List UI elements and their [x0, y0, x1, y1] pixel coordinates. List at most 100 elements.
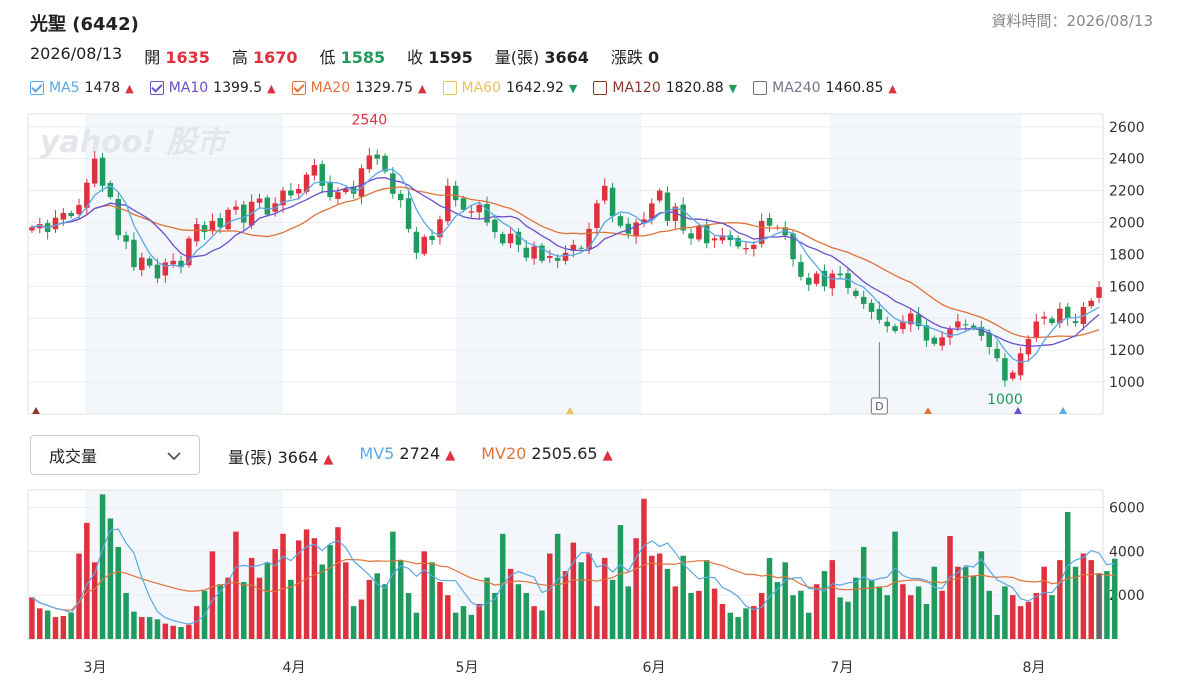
- volume-bar: [437, 582, 443, 639]
- candle-body: [609, 187, 616, 217]
- ma-legend-ma5[interactable]: MA5 1478 ▲: [30, 80, 134, 96]
- ma-value: 1820.88: [665, 80, 724, 96]
- checkbox-icon[interactable]: [442, 81, 457, 95]
- volume-bar: [633, 538, 639, 639]
- candle-body: [719, 235, 726, 241]
- checkbox-icon[interactable]: [30, 81, 44, 95]
- volume-bar: [303, 529, 310, 639]
- candle-body: [468, 211, 475, 213]
- candle-body: [703, 224, 710, 244]
- candle-body: [900, 321, 906, 330]
- arrow-up-icon: ▲: [602, 448, 613, 463]
- ma-legend-ma20[interactable]: MA20 1329.75 ▲: [291, 80, 427, 96]
- candle-body: [366, 155, 373, 170]
- ma5-line: [31, 168, 1100, 363]
- volume-bar: [1088, 560, 1094, 639]
- volume-legend-value: 2505.65: [531, 444, 603, 463]
- candle-body: [60, 212, 67, 220]
- volume-bar: [460, 606, 467, 639]
- candle-body: [908, 313, 914, 325]
- x-tick-label: 5月: [456, 660, 479, 676]
- volume-bar: [288, 579, 294, 639]
- volume-tick-label: 6000: [1109, 501, 1145, 517]
- arrow-down-icon: ▼: [728, 81, 738, 95]
- arrow-up-icon: ▲: [445, 448, 456, 463]
- checkbox-icon[interactable]: [291, 81, 306, 95]
- checkbox-icon[interactable]: [753, 81, 768, 95]
- volume-tick-label: 4000: [1109, 544, 1145, 560]
- volume-bar: [382, 584, 388, 639]
- indicator-select[interactable]: 成交量: [30, 435, 200, 475]
- candle-body: [829, 273, 836, 289]
- candle-body: [507, 233, 514, 244]
- volume-bar: [256, 577, 263, 639]
- ma-legend-ma60[interactable]: MA60 1642.92 ▼: [442, 80, 577, 96]
- checkbox-icon[interactable]: [149, 81, 164, 95]
- price-tick-label: 2200: [1109, 184, 1145, 200]
- volume-bar: [37, 608, 43, 639]
- checkbox-icon[interactable]: [593, 81, 608, 95]
- candle-body: [382, 155, 388, 172]
- volume-bar: [688, 592, 694, 639]
- candle-body: [727, 235, 734, 241]
- candle-body: [656, 190, 663, 201]
- ma-legend-ma240[interactable]: MA240 1460.85 ▲: [753, 80, 897, 96]
- low-annotation: 1000: [987, 392, 1023, 408]
- candle-body: [107, 182, 114, 197]
- volume-legend-item: MV5 2724 ▲: [359, 444, 455, 468]
- candle-body: [664, 192, 671, 221]
- volume-bar: [146, 617, 153, 639]
- candle-body: [350, 187, 357, 194]
- candle-body: [806, 277, 812, 285]
- candle-body: [711, 238, 718, 241]
- volume-bar: [1002, 586, 1008, 639]
- candle-body: [217, 218, 223, 228]
- candle-body: [343, 189, 349, 193]
- candle-body: [586, 228, 592, 249]
- candle-body: [860, 296, 867, 304]
- candle-body: [413, 231, 420, 253]
- candle-body: [735, 238, 741, 247]
- candle-body: [484, 204, 490, 223]
- volume-bar: [900, 584, 906, 639]
- volume-bar: [29, 597, 35, 639]
- volume-bar: [876, 586, 883, 639]
- volume-bar: [813, 584, 820, 639]
- candle-body: [1088, 300, 1094, 307]
- candle-body: [209, 220, 216, 232]
- volume-bar: [60, 615, 67, 639]
- ma-legend-ma10[interactable]: MA10 1399.5 ▲: [149, 80, 276, 96]
- volume-bar: [1057, 560, 1063, 639]
- volume-bar: [295, 540, 302, 639]
- month-band: [85, 114, 283, 414]
- volume-legend-value: 2724: [399, 444, 446, 463]
- volume-bar: [923, 603, 930, 639]
- volume-bar: [1104, 571, 1110, 639]
- volume-bar: [1041, 566, 1047, 639]
- volume-bar: [853, 577, 859, 639]
- quote-date: 2026/08/13: [30, 44, 123, 63]
- volume-bar: [766, 557, 773, 639]
- volume-bar: [1025, 601, 1032, 639]
- volume-bar: [397, 560, 404, 639]
- ma-legend-ma120[interactable]: MA120 1820.88 ▼: [593, 80, 737, 96]
- ma-value: 1642.92: [505, 80, 564, 96]
- volume-bar: [782, 562, 788, 639]
- volume-legend-item: 量(張) 3664 ▲: [228, 444, 333, 468]
- candle-body: [649, 203, 655, 219]
- candle-body: [1002, 358, 1008, 381]
- candle-body: [1064, 306, 1071, 319]
- candle-body: [131, 239, 137, 268]
- price-panel-border: [27, 113, 1104, 415]
- volume-bar: [860, 546, 867, 639]
- candle-body: [256, 198, 263, 203]
- price-tick-label: 1200: [1109, 343, 1145, 359]
- candle-body: [641, 219, 647, 224]
- volume-bar: [539, 610, 545, 639]
- candle-body: [178, 260, 184, 268]
- dividend-marker-label: D: [875, 400, 883, 413]
- volume-bar: [970, 575, 977, 639]
- volume-bar: [68, 612, 74, 639]
- candle-body: [633, 222, 639, 237]
